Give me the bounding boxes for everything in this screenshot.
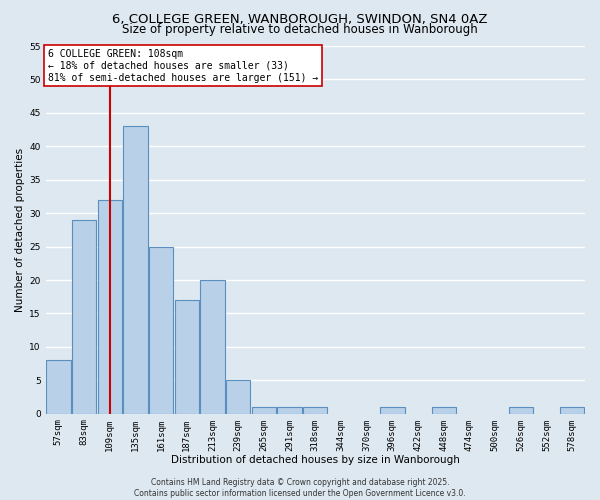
Bar bbox=[149, 246, 173, 414]
X-axis label: Distribution of detached houses by size in Wanborough: Distribution of detached houses by size … bbox=[171, 455, 460, 465]
Bar bbox=[277, 407, 302, 414]
Bar bbox=[123, 126, 148, 414]
Text: Contains HM Land Registry data © Crown copyright and database right 2025.
Contai: Contains HM Land Registry data © Crown c… bbox=[134, 478, 466, 498]
Text: 6, COLLEGE GREEN, WANBOROUGH, SWINDON, SN4 0AZ: 6, COLLEGE GREEN, WANBOROUGH, SWINDON, S… bbox=[112, 12, 488, 26]
Bar bbox=[431, 407, 456, 414]
Text: 6 COLLEGE GREEN: 108sqm
← 18% of detached houses are smaller (33)
81% of semi-de: 6 COLLEGE GREEN: 108sqm ← 18% of detache… bbox=[48, 50, 319, 82]
Bar bbox=[98, 200, 122, 414]
Bar bbox=[303, 407, 328, 414]
Bar bbox=[175, 300, 199, 414]
Bar bbox=[560, 407, 584, 414]
Text: Size of property relative to detached houses in Wanborough: Size of property relative to detached ho… bbox=[122, 22, 478, 36]
Bar bbox=[251, 407, 276, 414]
Bar bbox=[46, 360, 71, 414]
Bar bbox=[509, 407, 533, 414]
Bar bbox=[200, 280, 225, 413]
Bar bbox=[226, 380, 250, 414]
Bar bbox=[380, 407, 404, 414]
Y-axis label: Number of detached properties: Number of detached properties bbox=[15, 148, 25, 312]
Bar bbox=[72, 220, 96, 414]
